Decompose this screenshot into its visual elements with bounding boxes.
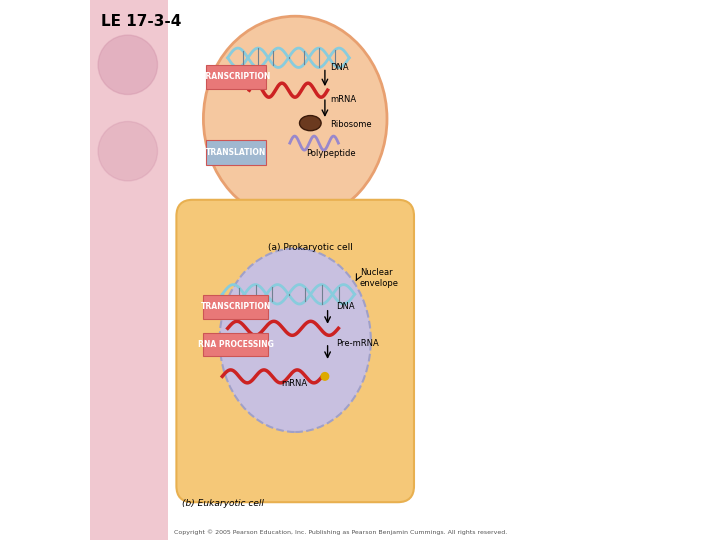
Text: (a) Prokaryotic cell: (a) Prokaryotic cell: [269, 243, 353, 252]
FancyBboxPatch shape: [90, 0, 168, 540]
Text: Polypeptide: Polypeptide: [306, 150, 356, 158]
Ellipse shape: [203, 16, 387, 221]
FancyBboxPatch shape: [206, 65, 266, 89]
Ellipse shape: [300, 116, 321, 131]
Text: Ribosome: Ribosome: [330, 120, 372, 129]
Text: Copyright © 2005 Pearson Education, Inc. Publishing as Pearson Benjamin Cummings: Copyright © 2005 Pearson Education, Inc.…: [174, 529, 507, 535]
FancyBboxPatch shape: [203, 333, 268, 356]
Text: mRNA: mRNA: [282, 379, 308, 388]
Ellipse shape: [220, 248, 371, 432]
Text: DNA: DNA: [336, 302, 354, 310]
Text: TRANSCRIPTION: TRANSCRIPTION: [201, 72, 271, 82]
Text: TRANSCRIPTION: TRANSCRIPTION: [201, 302, 271, 312]
FancyBboxPatch shape: [176, 200, 414, 502]
Circle shape: [98, 122, 158, 181]
Text: DNA: DNA: [330, 63, 349, 72]
Text: Pre-mRNA: Pre-mRNA: [336, 340, 379, 348]
FancyBboxPatch shape: [203, 295, 268, 319]
FancyBboxPatch shape: [206, 140, 266, 165]
Circle shape: [321, 373, 328, 380]
Text: (b) Eukaryotic cell: (b) Eukaryotic cell: [181, 500, 264, 509]
Text: LE 17-3-4: LE 17-3-4: [101, 14, 181, 29]
Text: RNA PROCESSING: RNA PROCESSING: [198, 340, 274, 349]
Text: Nuclear
envelope: Nuclear envelope: [360, 268, 399, 288]
Text: TRANSLATION: TRANSLATION: [206, 148, 266, 157]
Circle shape: [98, 35, 158, 94]
Text: mRNA: mRNA: [330, 96, 356, 104]
